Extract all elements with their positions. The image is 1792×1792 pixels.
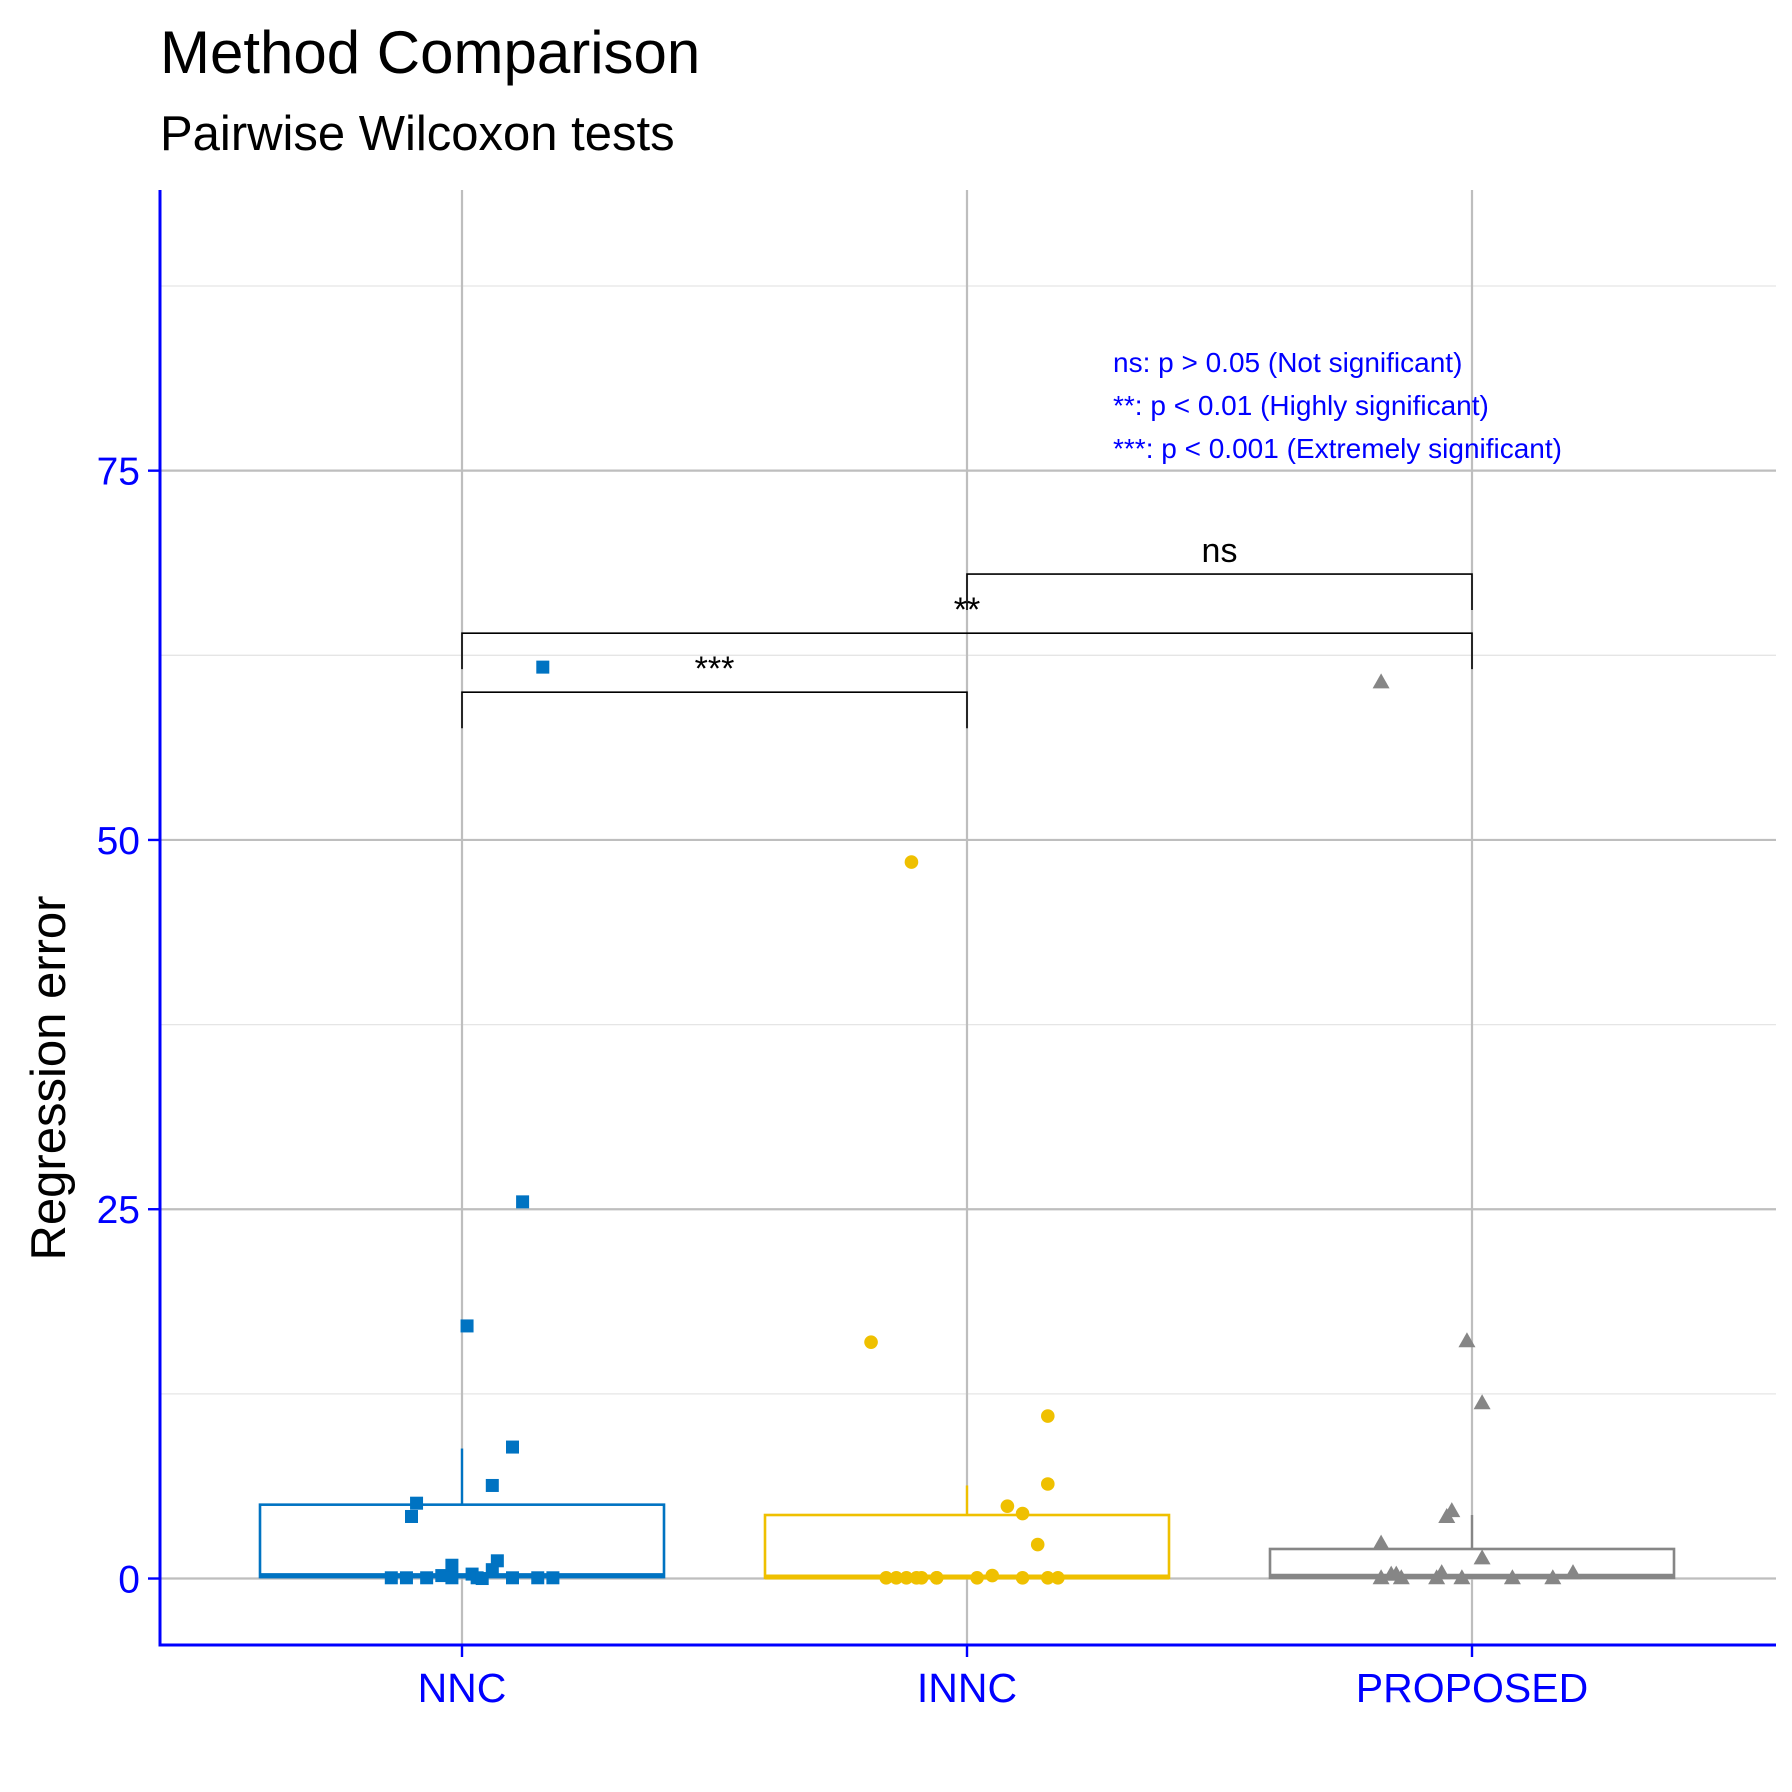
box-body-nnc <box>258 1503 666 1579</box>
point-nnc <box>506 1440 519 1454</box>
bracket-innc-proposed: ns <box>966 532 1473 611</box>
point-nnc <box>435 1569 449 1583</box>
point-nnc <box>460 1319 474 1333</box>
point-proposed <box>1458 1332 1476 1348</box>
point-innc <box>970 1570 984 1585</box>
y-tick-label: 50 <box>97 820 140 863</box>
box-innc <box>763 1485 1171 1580</box>
point-nnc <box>405 1509 418 1523</box>
box-body-innc <box>763 1513 1171 1580</box>
point-innc <box>1041 1570 1055 1585</box>
point-proposed <box>1473 1394 1491 1410</box>
axes: 0 25 50 75 NNC INNC PROPOSED <box>97 190 1776 1711</box>
legend-note-line: ***: p < 0.001 (Extremely significant) <box>1113 433 1562 464</box>
box-nnc <box>258 1448 666 1579</box>
point-nnc <box>445 1571 459 1585</box>
point-nnc <box>516 1195 530 1209</box>
x-tick-label: NNC <box>418 1665 507 1711</box>
point-nnc <box>410 1496 424 1510</box>
point-innc <box>1030 1537 1045 1552</box>
boxes <box>258 1448 1676 1580</box>
point-innc <box>904 855 919 869</box>
significance-brackets: *****ns <box>461 532 1473 729</box>
significance-label: *** <box>695 650 735 688</box>
point-proposed <box>1544 1569 1562 1585</box>
point-nnc <box>420 1571 434 1585</box>
point-proposed <box>1438 1507 1456 1523</box>
point-innc <box>1051 1570 1065 1585</box>
point-innc <box>864 1335 878 1349</box>
point-innc <box>1000 1499 1015 1513</box>
point-nnc <box>399 1571 413 1585</box>
point-nnc <box>546 1571 560 1585</box>
point-proposed <box>1392 1569 1410 1585</box>
point-nnc <box>475 1572 489 1586</box>
point-innc <box>899 1570 914 1585</box>
point-nnc <box>485 1478 499 1492</box>
point-proposed <box>1428 1569 1446 1585</box>
point-innc <box>1015 1506 1030 1521</box>
chart-title: Method Comparison <box>160 19 701 86</box>
point-innc <box>1041 1477 1055 1491</box>
box-body-proposed <box>1268 1547 1676 1580</box>
point-innc <box>889 1570 904 1585</box>
box-proposed <box>1268 1515 1676 1580</box>
significance-legend: ns: p > 0.05 (Not significant) **: p < 0.… <box>1113 347 1562 464</box>
point-proposed <box>1372 1569 1390 1585</box>
point-nnc <box>445 1558 459 1572</box>
point-nnc <box>531 1571 545 1585</box>
x-tick-label: PROPOSED <box>1356 1665 1588 1711</box>
bracket-line <box>461 691 968 729</box>
point-proposed <box>1372 1534 1390 1550</box>
legend-note-line: **: p < 0.01 (Highly significant) <box>1113 390 1489 421</box>
point-proposed <box>1564 1564 1582 1580</box>
point-nnc <box>506 1571 519 1585</box>
point-innc <box>879 1570 893 1585</box>
point-proposed <box>1503 1569 1521 1585</box>
bracket-line <box>966 573 1473 611</box>
legend-note-line: ns: p > 0.05 (Not significant) <box>1113 347 1462 378</box>
grid-lines <box>160 190 1776 1645</box>
bracket-nnc-innc: *** <box>461 650 968 729</box>
x-tick-label: INNC <box>917 1665 1017 1711</box>
y-tick-label: 25 <box>97 1189 140 1232</box>
y-axis-title: Regression error <box>22 896 76 1261</box>
bracket-line <box>461 632 1473 670</box>
point-proposed <box>1372 673 1390 689</box>
point-nnc <box>384 1571 398 1585</box>
significance-label: ns <box>1202 532 1238 570</box>
point-nnc <box>536 660 550 674</box>
data-points <box>384 660 1582 1586</box>
point-innc <box>914 1570 929 1585</box>
point-innc <box>929 1570 944 1585</box>
point-innc <box>1041 1409 1055 1423</box>
point-innc <box>1015 1570 1030 1585</box>
chart-subtitle: Pairwise Wilcoxon tests <box>160 107 675 161</box>
point-nnc <box>485 1563 499 1577</box>
point-innc <box>985 1568 1000 1583</box>
point-proposed <box>1453 1569 1471 1585</box>
y-tick-label: 75 <box>97 451 140 494</box>
y-tick-label: 0 <box>118 1559 140 1602</box>
point-proposed <box>1473 1549 1491 1565</box>
